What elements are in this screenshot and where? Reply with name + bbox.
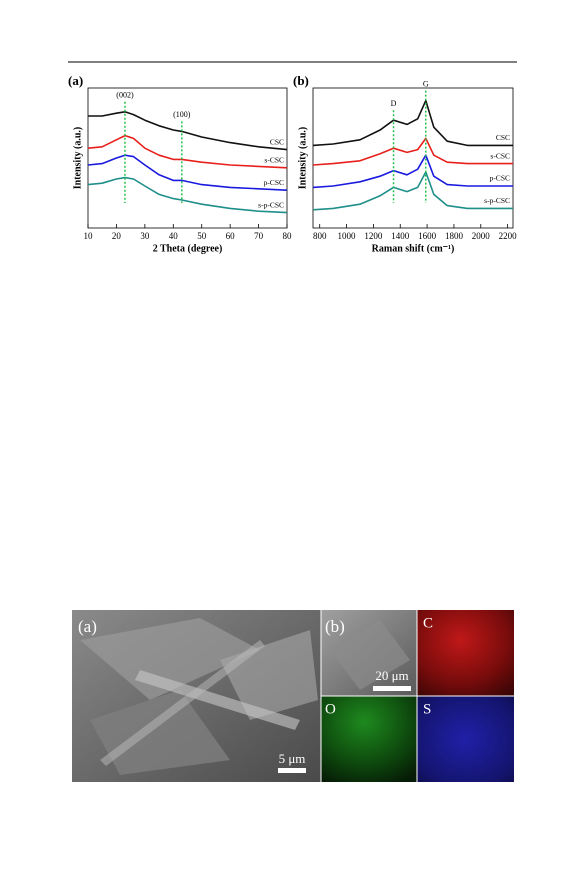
scale-label: 20 μm	[375, 668, 408, 683]
x-tick-label: 70	[254, 231, 264, 241]
x-tick-label: 800	[313, 231, 327, 241]
sem-figure: (a) 5 μm (b) 20 μm C O S	[72, 610, 514, 782]
spectrum-line	[87, 176, 288, 214]
spectrum-line	[87, 134, 288, 169]
flake-edge	[135, 670, 300, 730]
spectrum-line	[312, 171, 513, 211]
map-label: O	[325, 701, 336, 717]
map-label: C	[423, 615, 433, 631]
flake	[330, 620, 410, 690]
x-tick-label: 30	[140, 231, 150, 241]
map-c	[417, 610, 514, 696]
plot-frame	[312, 87, 514, 229]
flake	[80, 618, 260, 700]
scale-label: 5 μm	[279, 751, 306, 766]
x-tick-label: 60	[226, 231, 236, 241]
peak-label: G	[423, 79, 429, 88]
x-tick-label: 10	[84, 231, 94, 241]
map-o	[321, 696, 417, 782]
series-label: s-p-CSC	[258, 200, 284, 209]
x-axis-label: 2 Theta (degree)	[153, 243, 223, 254]
y-axis-label: Intensity (a.u.)	[72, 127, 83, 190]
x-tick-label: 2200	[499, 231, 518, 241]
spectrum-line	[87, 154, 288, 191]
panel-label: (b)	[325, 617, 345, 636]
flake-edge	[100, 640, 265, 766]
x-tick-label: 1200	[364, 231, 383, 241]
x-tick-label: 80	[283, 231, 293, 241]
spectrum-line	[312, 137, 513, 166]
x-tick-label: 1000	[338, 231, 357, 241]
plot-frame	[87, 87, 288, 229]
x-tick-label: 1400	[391, 231, 410, 241]
peak-label: (100)	[173, 110, 191, 119]
series-label: CSC	[496, 133, 510, 142]
flake	[90, 690, 230, 775]
peak-label: D	[391, 99, 397, 108]
series-label: s-CSC	[264, 156, 284, 165]
scale-bar	[373, 686, 411, 691]
map-s	[417, 696, 514, 782]
spectrum-line	[312, 99, 513, 147]
x-tick-label: 20	[112, 231, 122, 241]
series-label: p-CSC	[490, 174, 510, 183]
scale-bar	[278, 768, 306, 773]
x-tick-label: 50	[197, 231, 207, 241]
panel-label: (a)	[78, 617, 97, 636]
x-tick-label: 40	[169, 231, 179, 241]
x-axis-label: Raman shift (cm⁻¹)	[372, 243, 455, 254]
series-label: p-CSC	[264, 178, 284, 187]
panel-label: (a)	[68, 73, 83, 88]
x-tick-label: 1600	[418, 231, 437, 241]
series-label: CSC	[270, 137, 284, 146]
x-tick-label: 2000	[472, 231, 491, 241]
y-axis-label: Intensity (a.u.)	[297, 127, 308, 190]
panel-label: (b)	[293, 73, 309, 88]
spectrum-line	[88, 111, 288, 151]
map-label: S	[423, 701, 431, 717]
x-tick-label: 1800	[445, 231, 464, 241]
spectrum-line	[312, 154, 513, 189]
peak-label: (002)	[116, 91, 134, 100]
series-label: s-p-CSC	[484, 196, 510, 205]
series-label: s-CSC	[490, 151, 510, 160]
